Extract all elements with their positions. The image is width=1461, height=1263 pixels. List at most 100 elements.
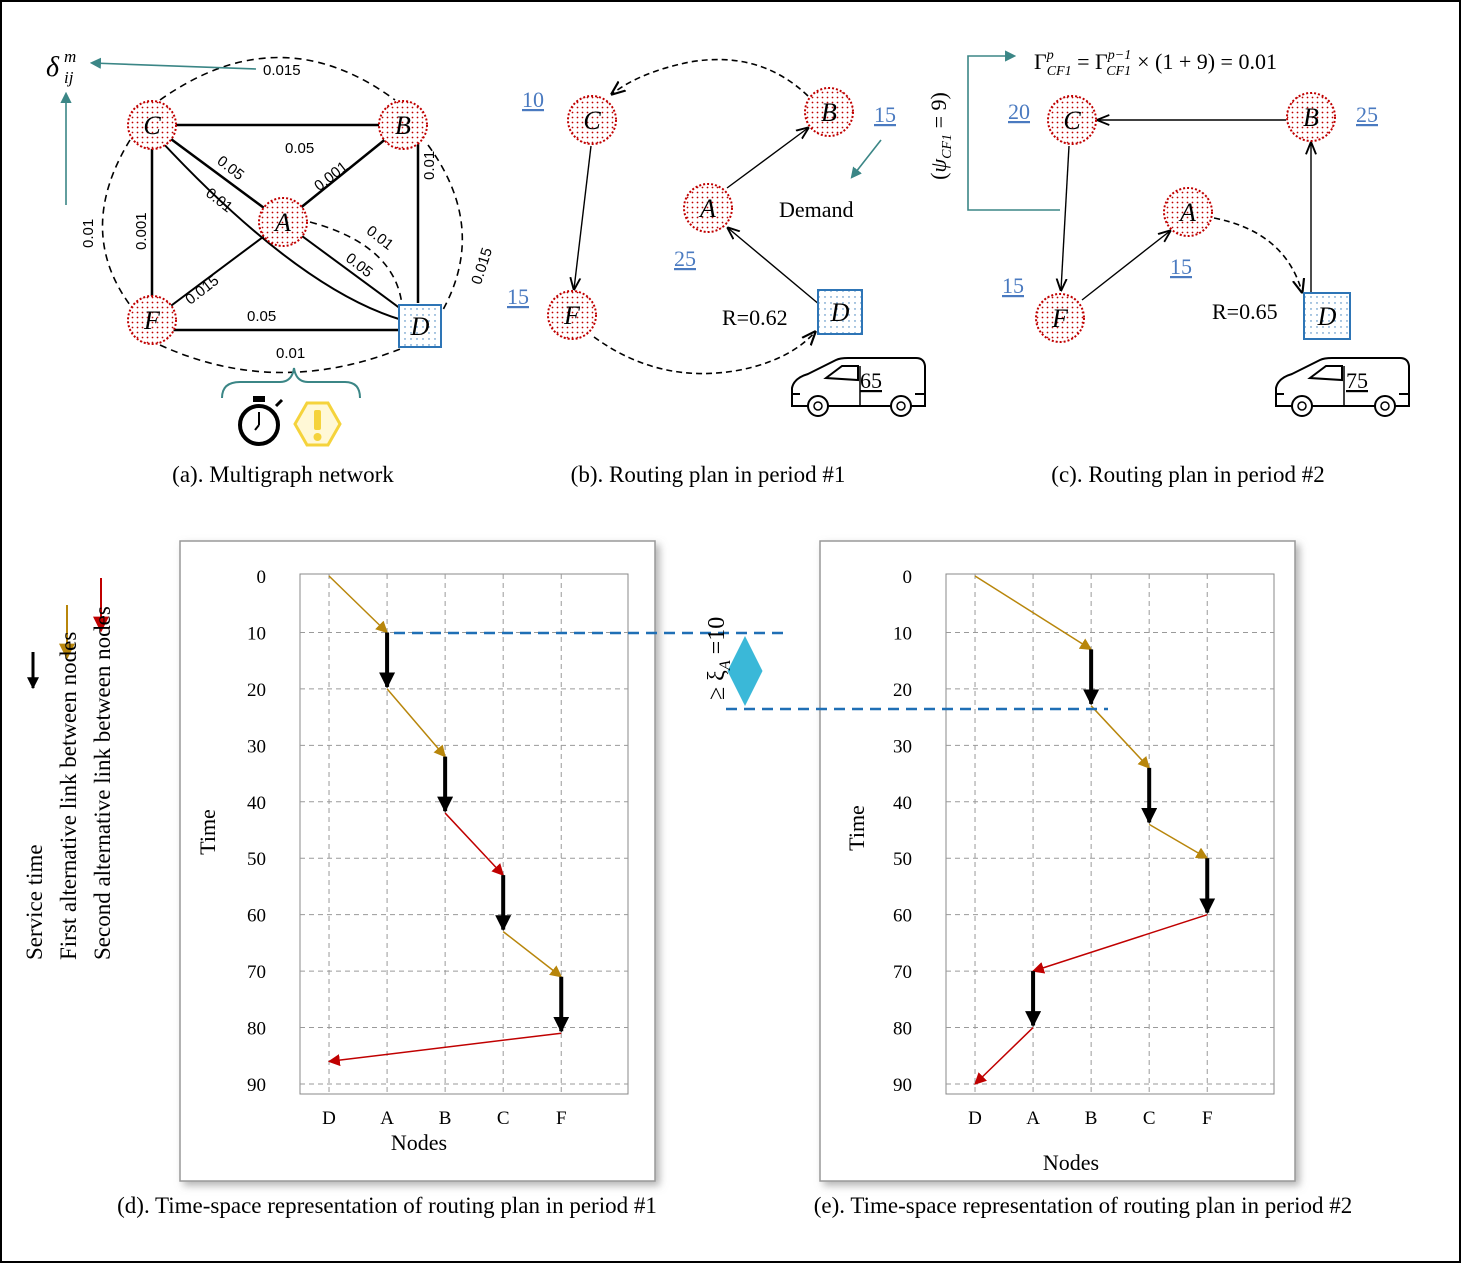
node-label: F bbox=[563, 301, 581, 330]
van-icon bbox=[791, 357, 926, 417]
node-b bbox=[1286, 92, 1336, 142]
first-alt-link-arrow bbox=[502, 931, 563, 978]
svg-text:(ψCF1 = 9): (ψCF1 = 9) bbox=[926, 92, 955, 180]
panel-b-caption: (b). Routing plan in period #1 bbox=[571, 462, 846, 487]
node-label: A bbox=[698, 194, 716, 223]
psi-annotation: (ψCF1 = 9) bbox=[926, 92, 955, 180]
chart-e-caption: (e). Time-space representation of routin… bbox=[814, 1193, 1352, 1218]
node-c bbox=[567, 95, 617, 145]
node-b bbox=[804, 87, 854, 137]
y-tick-label: 50 bbox=[247, 849, 266, 870]
edge-label: 0.05 bbox=[285, 140, 314, 157]
edge-label: 0.015 bbox=[263, 62, 301, 79]
route-b-to-c bbox=[612, 58, 809, 96]
teal-arrow bbox=[850, 139, 882, 179]
node-c bbox=[127, 100, 177, 150]
edge-label: 0.01 bbox=[80, 219, 97, 248]
panel-c-routing-period-2: (ψCF1 = 9) Γp CF1 = Γp−1 CF1 × (1 + 9) = 0.… bbox=[926, 48, 1410, 487]
node-f bbox=[1035, 293, 1085, 343]
chart-d-xlabel: Nodes bbox=[391, 1130, 447, 1155]
edge-label: 0.001 bbox=[311, 158, 351, 195]
y-tick-label: 90 bbox=[247, 1075, 266, 1096]
edge-label: 0.015 bbox=[182, 272, 222, 309]
edge-label: 0.05 bbox=[247, 308, 276, 325]
delta-superscript: m bbox=[64, 47, 76, 66]
chart-d-marks bbox=[327, 575, 570, 1067]
node-label: B bbox=[395, 111, 411, 140]
y-tick-label: 20 bbox=[893, 680, 912, 701]
edge-label: 0.05 bbox=[214, 153, 247, 184]
y-tick-label: 70 bbox=[247, 962, 266, 983]
node-label: D bbox=[410, 312, 430, 341]
brace bbox=[221, 367, 361, 399]
panel-a-caption: (a). Multigraph network bbox=[172, 462, 394, 487]
route-f-to-a bbox=[1081, 231, 1170, 301]
gamma-formula: Γp CF1 = Γp−1 CF1 × (1 + 9) = 0.01 bbox=[1034, 48, 1277, 79]
panel-b-routing-period-1: C B A F D 10 15 25 15 Demand R=0.62 65 (… bbox=[507, 58, 926, 487]
x-tick-label: A bbox=[380, 1108, 394, 1129]
node-label: C bbox=[583, 106, 601, 135]
y-tick-label: 90 bbox=[893, 1075, 912, 1096]
edge-label: 0.01 bbox=[276, 345, 305, 362]
x-tick-label: D bbox=[322, 1108, 336, 1129]
x-tick-label: D bbox=[968, 1108, 982, 1129]
node-a bbox=[1163, 187, 1213, 237]
x-tick-label: C bbox=[1143, 1108, 1156, 1129]
node-label: B bbox=[1303, 103, 1319, 132]
first-alt-link-arrow bbox=[328, 575, 388, 634]
chart-e-marks bbox=[974, 575, 1216, 1085]
first-alt-link-arrow bbox=[386, 688, 446, 758]
second-alt-link-arrow bbox=[444, 812, 505, 877]
demand-c: 20 bbox=[1008, 99, 1030, 124]
first-alt-link-arrow bbox=[1090, 705, 1151, 769]
chart-d-ylabel: Time bbox=[195, 809, 220, 855]
node-label: C bbox=[143, 111, 161, 140]
edge-f-a bbox=[151, 221, 284, 321]
y-tick-label: 80 bbox=[893, 1019, 912, 1040]
chart-e-ylabel: Time bbox=[844, 805, 869, 851]
route-c-to-f bbox=[1061, 145, 1070, 290]
y-tick-label: 20 bbox=[247, 680, 266, 701]
first-alt-link-arrow bbox=[1148, 823, 1209, 859]
node-d-depot bbox=[398, 304, 442, 348]
y-tick-label: 40 bbox=[247, 793, 266, 814]
chart-d-ticks: D A B C F 0 10 20 30 40 50 60 70 80 90 bbox=[247, 567, 567, 1129]
route-c-to-f bbox=[574, 145, 592, 289]
node-label: A bbox=[1178, 198, 1196, 227]
x-tick-label: F bbox=[1202, 1108, 1213, 1129]
node-f bbox=[127, 295, 177, 345]
chart-d: D A B C F 0 10 20 30 40 50 60 70 80 90 Nodes Time (d).… bbox=[117, 540, 657, 1218]
x-tick-label: B bbox=[1085, 1108, 1098, 1129]
edge-a-d-dashed bbox=[309, 221, 403, 306]
xi-annotation: ≥ ξA =10 bbox=[394, 617, 1108, 711]
first-alt-link-arrow bbox=[974, 575, 1093, 651]
edge-b-a bbox=[282, 124, 404, 223]
reliability-label: R=0.65 bbox=[1212, 299, 1278, 324]
route-a-to-d bbox=[1213, 217, 1302, 292]
demand-label: Demand bbox=[779, 197, 854, 222]
y-tick-label: 10 bbox=[247, 623, 266, 644]
chart-e-ticks: D A B C F 0 10 20 30 40 50 60 70 80 90 bbox=[893, 567, 1213, 1129]
y-tick-label: 60 bbox=[247, 906, 266, 927]
edge-b-d-dashed bbox=[427, 144, 464, 316]
edge-f-d-dashed bbox=[159, 344, 411, 374]
panel-a-multigraph: 0.05 0.015 0.05 0.001 0.01 0.01 0.001 0.… bbox=[46, 47, 496, 487]
vehicle-capacity: 65 bbox=[860, 368, 882, 393]
y-tick-label: 80 bbox=[247, 1019, 266, 1040]
node-c bbox=[1047, 95, 1097, 145]
node-label: F bbox=[143, 306, 161, 335]
teal-arrow bbox=[89, 57, 257, 70]
chart-e-plot-area bbox=[945, 573, 1275, 1095]
demand-b: 25 bbox=[1356, 102, 1378, 127]
delta-symbol: δ bbox=[46, 52, 60, 83]
x-tick-label: A bbox=[1026, 1108, 1040, 1129]
route-d-to-a bbox=[728, 228, 821, 306]
route-f-to-d bbox=[593, 332, 815, 375]
edge-c-b-dashed bbox=[159, 56, 396, 101]
y-tick-label: 50 bbox=[893, 849, 912, 870]
node-d-depot bbox=[1303, 292, 1351, 340]
x-tick-label: C bbox=[497, 1108, 510, 1129]
chart-e-xlabel: Nodes bbox=[1043, 1150, 1099, 1175]
